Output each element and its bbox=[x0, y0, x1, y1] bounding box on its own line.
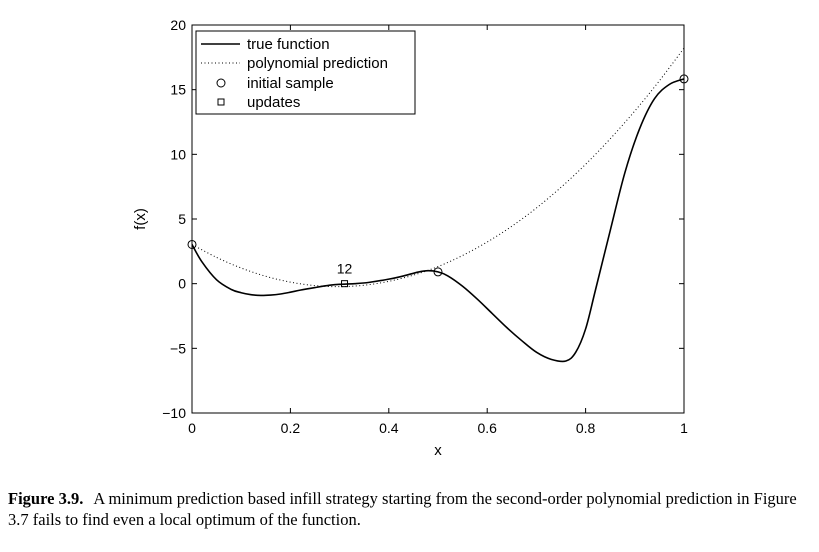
y-tick-label: −10 bbox=[162, 405, 186, 421]
figure-caption: Figure 3.9. A minimum prediction based in… bbox=[8, 488, 816, 530]
y-tick-label: 0 bbox=[178, 276, 186, 292]
x-tick-label: 0.4 bbox=[379, 420, 399, 436]
plot-frame bbox=[191, 24, 685, 414]
update-marker bbox=[341, 280, 349, 288]
initial-sample-marker bbox=[433, 267, 443, 277]
polynomial-prediction-line bbox=[192, 47, 684, 288]
y-tick-label: 15 bbox=[170, 82, 186, 98]
figure-plot: 0 0.2 0.4 0.6 0.8 1 −10 −5 0 5 10 15 20 true functi… bbox=[132, 17, 689, 459]
x-tick-label: 1 bbox=[680, 420, 688, 436]
x-tick-label: 0.6 bbox=[477, 420, 497, 436]
x-tick-label: 0.2 bbox=[281, 420, 301, 436]
legend-true-function-label: true function bbox=[247, 36, 330, 53]
x-axis-ticks: 0 0.2 0.4 0.6 0.8 1 bbox=[188, 25, 688, 436]
caption-label: Figure 3.9. bbox=[8, 489, 84, 508]
legend-updates-marker bbox=[217, 98, 225, 106]
x-axis-title: x bbox=[434, 442, 442, 459]
legend-initial-sample-marker bbox=[216, 78, 226, 88]
y-tick-label: 20 bbox=[170, 17, 186, 33]
y-tick-label: −5 bbox=[170, 340, 186, 356]
y-tick-label: 10 bbox=[170, 146, 186, 162]
true-function-line bbox=[192, 78, 684, 363]
legend-initial-sample-label: initial sample bbox=[247, 75, 334, 92]
legend-polynomial-prediction-label: polynomial prediction bbox=[247, 55, 388, 72]
legend-box bbox=[195, 30, 416, 115]
legend-updates-label: updates bbox=[247, 94, 300, 111]
legend: true function polynomial prediction init… bbox=[195, 30, 416, 115]
update-count-annotation: 12 bbox=[337, 261, 353, 277]
y-tick-label: 5 bbox=[178, 211, 186, 227]
y-axis-title: f(x) bbox=[132, 208, 149, 230]
x-tick-label: 0 bbox=[188, 420, 196, 436]
x-tick-label: 0.8 bbox=[576, 420, 596, 436]
caption-text: A minimum prediction based infill strate… bbox=[8, 489, 797, 529]
